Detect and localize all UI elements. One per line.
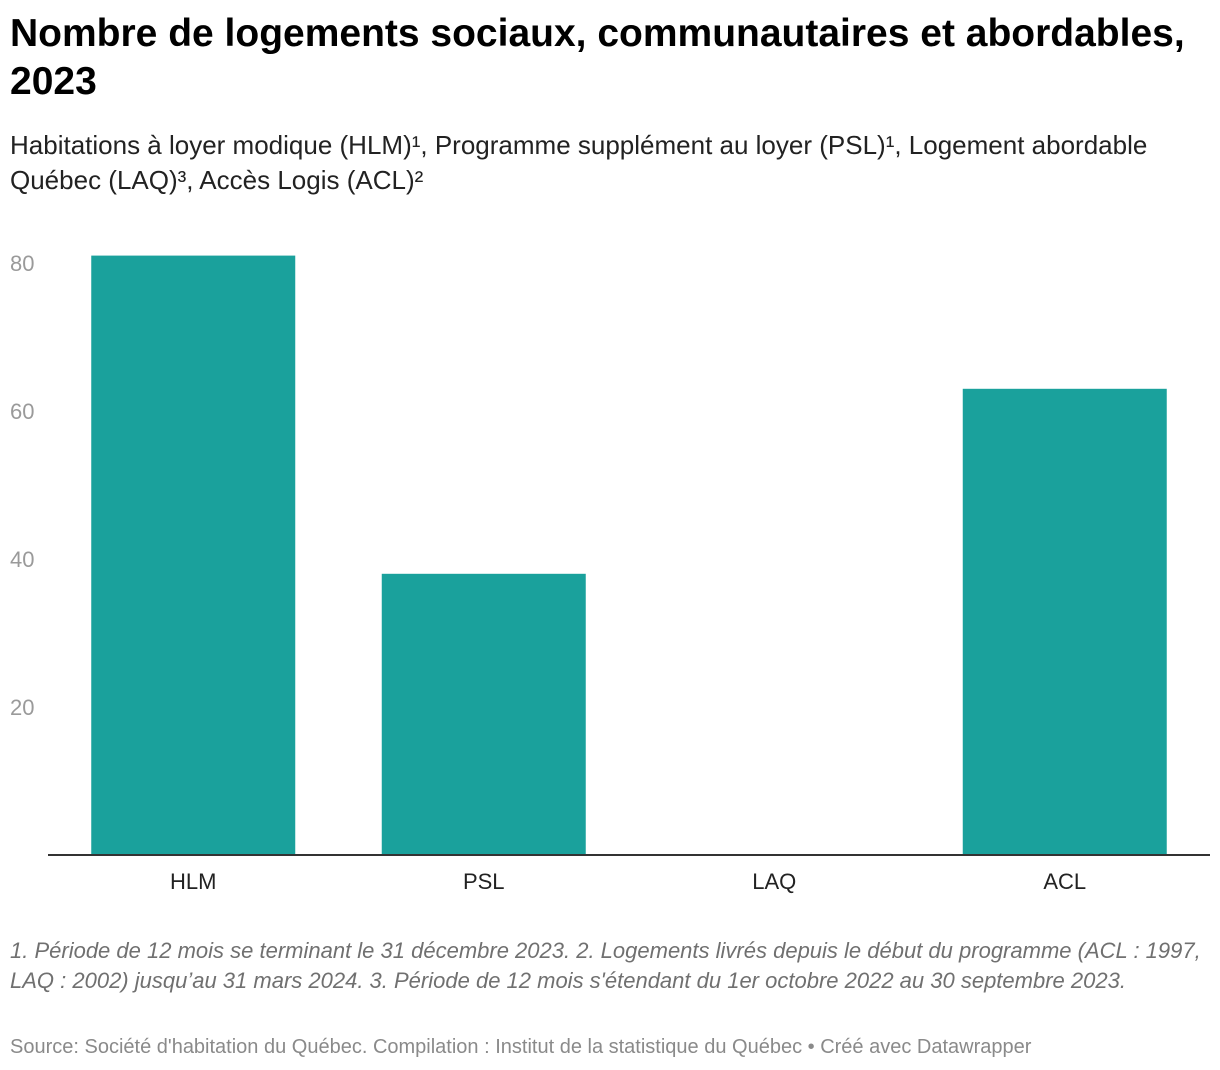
y-tick-label: 40 bbox=[10, 547, 34, 572]
x-axis-labels: HLM PSL LAQ ACL bbox=[170, 869, 1086, 894]
chart-title: Nombre de logements sociaux, communautai… bbox=[10, 12, 1185, 103]
y-tick-label: 60 bbox=[10, 399, 34, 424]
bars bbox=[91, 255, 1167, 856]
chart-subtitle: Habitations à loyer modique (HLM)¹, Prog… bbox=[10, 130, 1148, 195]
y-axis-ticks: 20 40 60 80 bbox=[10, 251, 34, 720]
y-tick-label: 80 bbox=[10, 251, 34, 276]
bar-psl[interactable] bbox=[381, 573, 586, 855]
bar-acl[interactable] bbox=[962, 388, 1167, 855]
x-tick-label-psl: PSL bbox=[463, 869, 505, 894]
x-tick-label-acl: ACL bbox=[1043, 869, 1086, 894]
bar-chart: 20 40 60 80 HLM PSL LAQ ACL bbox=[10, 251, 1210, 894]
bar-hlm[interactable] bbox=[91, 255, 296, 856]
x-tick-label-hlm: HLM bbox=[170, 869, 216, 894]
y-tick-label: 20 bbox=[10, 695, 34, 720]
x-tick-label-laq: LAQ bbox=[752, 869, 796, 894]
footnotes: 1. Période de 12 mois se terminant le 31… bbox=[10, 938, 1201, 993]
source-credit: Source: Société d'habitation du Québec. … bbox=[10, 1036, 1032, 1058]
